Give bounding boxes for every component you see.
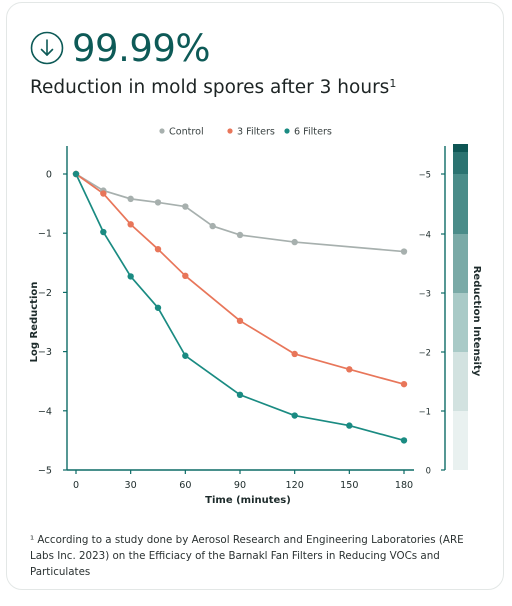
y-tick-label: −2: [38, 288, 52, 299]
data-point: [182, 272, 189, 280]
x-tick-label: 120: [286, 480, 304, 491]
intensity-segment: [453, 152, 468, 174]
data-point: [236, 391, 244, 399]
x-tick-label: 30: [125, 480, 137, 491]
y2-tick-label: −1: [419, 407, 431, 417]
data-point: [291, 238, 298, 246]
legend-marker: [159, 128, 165, 134]
data-point: [291, 350, 298, 358]
series-line: [75, 173, 405, 253]
legend-marker: [227, 128, 233, 134]
data-point: [100, 190, 107, 197]
x-axis-title: Time (minutes): [205, 495, 291, 506]
x-tick-label: 90: [234, 480, 246, 491]
x-tick-label: 0: [73, 480, 79, 491]
data-point: [154, 199, 162, 206]
data-point: [100, 228, 107, 236]
y-tick-label: −3: [38, 347, 52, 358]
series-line: [75, 173, 405, 442]
y-tick-label: −5: [38, 466, 52, 477]
down-arrow-circle-icon: [30, 31, 64, 65]
x-tick-label: 150: [340, 480, 358, 491]
data-point: [236, 231, 244, 239]
intensity-segment: [453, 234, 468, 293]
data-point: [346, 366, 353, 373]
footnote: ¹ According to a study done by Aerosol R…: [30, 534, 464, 578]
y2-tick-label: −4: [419, 230, 431, 240]
chart-subtitle: Reduction in mold spores after 3 hours1: [30, 77, 396, 98]
intensity-segment: [453, 411, 468, 470]
x-tick-label: 180: [395, 480, 413, 491]
y-tick-label: 0: [46, 170, 52, 181]
data-point: [154, 304, 162, 311]
data-point: [182, 203, 189, 210]
legend-marker: [284, 128, 290, 134]
intensity-segment: [453, 174, 468, 234]
y2-tick-label: −3: [419, 289, 431, 299]
data-point: [127, 273, 134, 280]
data-point: [400, 380, 408, 388]
series-line: [75, 173, 405, 385]
intensity-segment: [453, 352, 468, 411]
data-point: [154, 245, 162, 253]
legend-label: 3 Filters: [237, 127, 275, 138]
headline-stat: 99.99%: [72, 26, 211, 70]
subtitle-text: Reduction in mold spores after 3 hours: [30, 77, 390, 98]
data-point: [346, 422, 353, 429]
intensity-segment: [453, 293, 468, 352]
data-point: [400, 248, 408, 255]
y2-tick-label: −2: [419, 348, 431, 358]
headline: 99.99%: [30, 26, 211, 70]
stat-card: [6, 2, 504, 590]
y2-axis-title: Reduction Intensity: [471, 266, 482, 377]
y-axis-title: Log Reduction: [29, 282, 40, 363]
data-point: [209, 222, 216, 230]
y2-tick-label: 0: [426, 466, 431, 476]
data-point: [72, 170, 80, 178]
legend-label: 6 Filters: [294, 127, 332, 138]
x-tick-label: 60: [179, 480, 191, 491]
intensity-cap: [453, 144, 468, 152]
footnote-marker: 1: [389, 77, 397, 90]
data-point: [182, 352, 189, 359]
y2-tick-label: −5: [419, 170, 431, 180]
y-tick-label: −4: [38, 406, 52, 417]
data-point: [127, 221, 134, 228]
data-point: [400, 437, 408, 444]
legend-label: Control: [169, 127, 204, 138]
data-point: [236, 317, 244, 325]
data-point: [291, 412, 298, 419]
y-tick-label: −1: [38, 229, 52, 240]
data-point: [127, 195, 134, 203]
